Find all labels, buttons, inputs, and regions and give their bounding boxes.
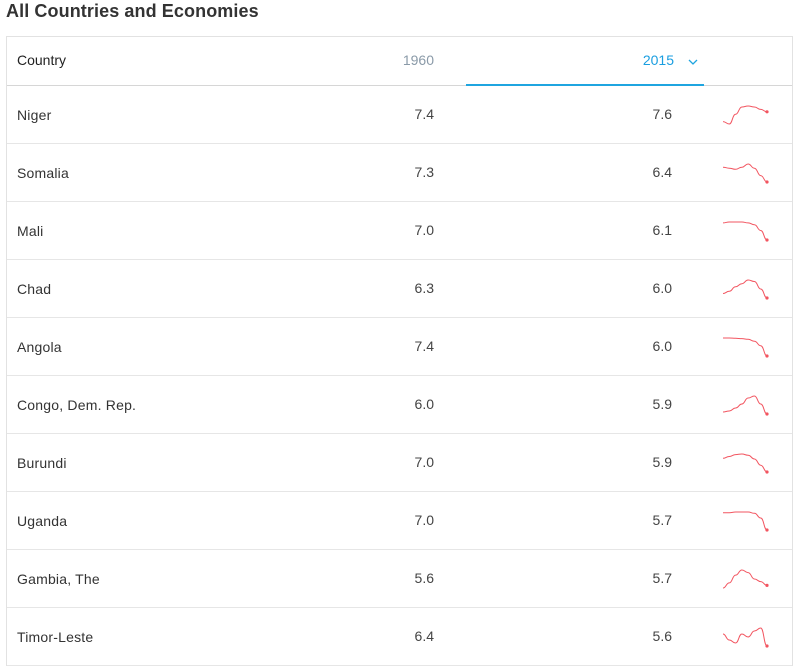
value-2015: 5.6 (652, 628, 672, 644)
sparkline-line (722, 569, 768, 589)
sparkline-end-dot (765, 238, 769, 242)
table-row: Uganda 7.0 5.7 (7, 492, 792, 550)
table-row: Niger 7.4 7.6 (7, 86, 792, 144)
table-row: Timor-Leste 6.4 5.6 (7, 608, 792, 666)
value-1960: 6.0 (414, 396, 434, 412)
value-2015: 5.9 (652, 454, 672, 470)
sparkline-line (722, 395, 768, 415)
country-name[interactable]: Niger (17, 107, 52, 123)
table-row: Congo, Dem. Rep. 6.0 5.9 (7, 376, 792, 434)
table-row: Chad 6.3 6.0 (7, 260, 792, 318)
value-2015: 5.9 (652, 396, 672, 412)
sparkline-end-dot (765, 528, 769, 532)
value-1960: 5.6 (414, 570, 434, 586)
column-header-country[interactable]: Country (17, 52, 67, 68)
value-1960: 7.4 (414, 338, 434, 354)
trend-sparkline[interactable] (721, 448, 773, 478)
trend-sparkline[interactable] (721, 158, 773, 188)
value-1960: 7.0 (414, 512, 434, 528)
data-table: Country 1960 2015 Niger 7.4 7.6 Somalia 7.3 6… (6, 36, 793, 666)
table-row: Gambia, The 5.6 5.7 (7, 550, 792, 608)
column-header-2015-label: 2015 (642, 52, 674, 68)
page-title: All Countries and Economies (6, 1, 259, 21)
value-2015: 5.7 (652, 512, 672, 528)
country-name[interactable]: Uganda (17, 513, 68, 529)
country-name[interactable]: Congo, Dem. Rep. (17, 397, 137, 413)
sparkline-line (722, 627, 768, 647)
sparkline-line (722, 105, 768, 125)
trend-sparkline[interactable] (721, 390, 773, 420)
sparkline-end-dot (765, 110, 769, 114)
trend-sparkline[interactable] (721, 506, 773, 536)
country-name[interactable]: Somalia (17, 165, 69, 181)
sparkline-line (723, 337, 768, 357)
sparkline-end-dot (765, 296, 769, 300)
trend-sparkline[interactable] (721, 216, 773, 246)
trend-sparkline[interactable] (721, 274, 773, 304)
sparkline-line (722, 221, 768, 241)
sparkline-end-dot (765, 354, 769, 358)
table-header: Country 1960 2015 (7, 37, 792, 86)
table-row: Mali 7.0 6.1 (7, 202, 792, 260)
sparkline-end-dot (765, 470, 769, 474)
sparkline-end-dot (765, 583, 769, 587)
value-2015: 5.7 (652, 570, 672, 586)
value-1960: 7.0 (414, 454, 434, 470)
column-header-1960[interactable]: 1960 (402, 52, 434, 68)
sparkline-line (723, 511, 768, 531)
country-name[interactable]: Timor-Leste (17, 629, 94, 645)
trend-sparkline[interactable] (721, 100, 773, 130)
sparkline-end-dot (765, 180, 769, 184)
value-2015: 6.1 (652, 222, 672, 238)
value-1960: 6.4 (414, 628, 434, 644)
country-name[interactable]: Mali (17, 223, 44, 239)
trend-sparkline[interactable] (721, 622, 773, 652)
value-2015: 7.6 (652, 106, 672, 122)
country-name[interactable]: Gambia, The (17, 571, 100, 587)
country-name[interactable]: Burundi (17, 455, 67, 471)
country-name[interactable]: Chad (17, 281, 52, 297)
value-1960: 6.3 (414, 280, 434, 296)
sparkline-end-dot (765, 412, 769, 416)
value-1960: 7.4 (414, 106, 434, 122)
country-name[interactable]: Angola (17, 339, 62, 355)
sparkline-line (722, 279, 768, 299)
table-row: Angola 7.4 6.0 (7, 318, 792, 376)
chevron-down-icon (688, 59, 698, 65)
table-row: Somalia 7.3 6.4 (7, 144, 792, 202)
value-2015: 6.4 (652, 164, 672, 180)
trend-sparkline[interactable] (721, 332, 773, 362)
sparkline-line (722, 163, 768, 183)
sparkline-line (722, 453, 768, 473)
value-1960: 7.3 (414, 164, 434, 180)
value-1960: 7.0 (414, 222, 434, 238)
table-row: Burundi 7.0 5.9 (7, 434, 792, 492)
value-2015: 6.0 (652, 338, 672, 354)
table-body: Niger 7.4 7.6 Somalia 7.3 6.4 Mali 7.0 6.1 Chad 6.… (7, 86, 792, 666)
trend-sparkline[interactable] (721, 564, 773, 594)
value-2015: 6.0 (652, 280, 672, 296)
column-header-2015[interactable]: 2015 (466, 37, 704, 86)
sparkline-end-dot (765, 644, 769, 648)
